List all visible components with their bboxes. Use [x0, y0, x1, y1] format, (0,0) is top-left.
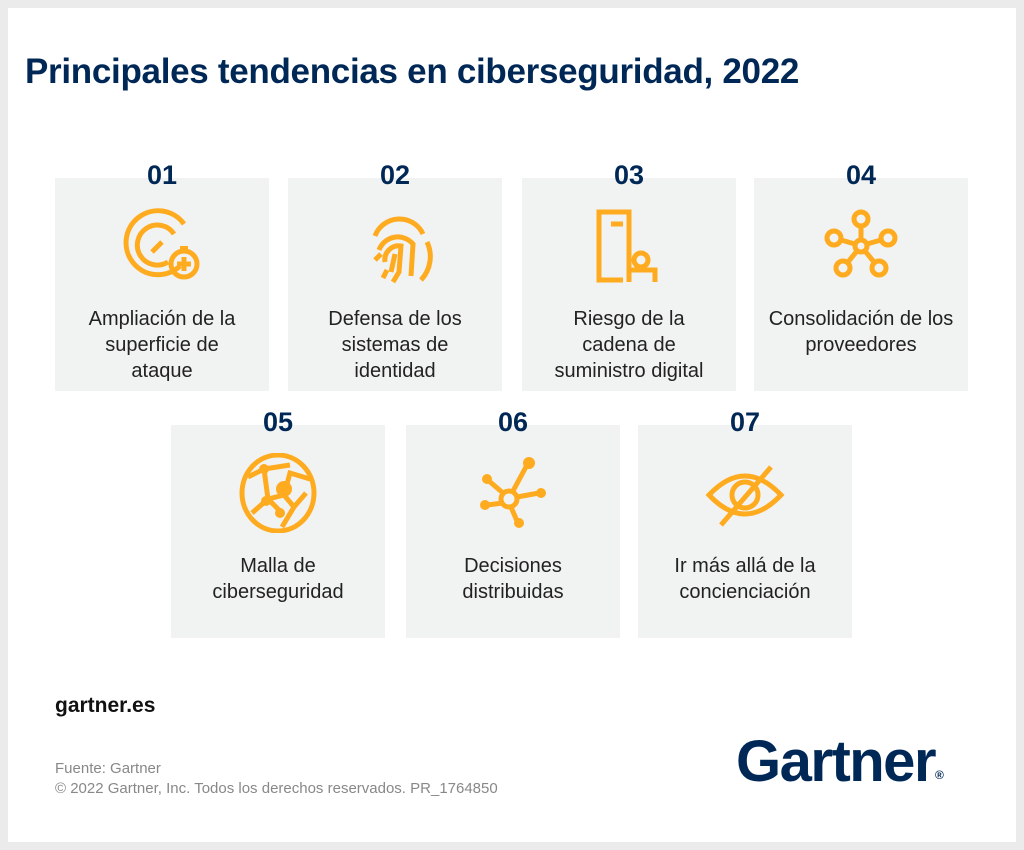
site-link[interactable]: gartner.es — [55, 694, 156, 717]
trend-label: Ir más allá de la concienciación — [674, 555, 816, 603]
trend-card-07: 07 Ir más allá de la concienciación — [638, 407, 852, 638]
copyright-note: © 2022 Gartner, Inc. Todos los derechos … — [55, 780, 498, 797]
target-plus-icon — [123, 208, 200, 280]
trend-label: Malla de ciberseguridad — [212, 555, 344, 603]
trend-number: 03 — [613, 160, 645, 190]
eye-slash-icon — [705, 465, 785, 527]
trend-card-06: 06 Decisiones distribuidas — [406, 407, 620, 638]
trend-number: 06 — [497, 407, 529, 437]
trend-card-01: 01 Ampliación de la superficie de ataque — [55, 160, 269, 391]
trend-number: 02 — [379, 160, 411, 190]
hub-network-icon — [824, 209, 898, 278]
trend-card-04: 04 Consolidación de los proveedores — [754, 160, 968, 391]
trend-card-02: 02 Defensa de los sistemas de identidad — [288, 160, 502, 391]
gartner-logo: Gartner® — [736, 729, 944, 794]
trend-label: Riesgo de la cadena de suministro digita… — [554, 308, 704, 382]
distributed-nodes-icon — [480, 457, 546, 528]
page-title: Principales tendencias en ciberseguridad… — [25, 52, 800, 91]
mesh-globe-icon — [239, 453, 317, 533]
trend-label: Ampliación de la superficie de ataque — [88, 308, 236, 382]
trend-label: Consolidación de los proveedores — [768, 308, 954, 356]
trend-number: 07 — [729, 407, 761, 437]
trend-card-03: 03 Riesgo de la cadena de suministro dig… — [522, 160, 736, 391]
trend-number: 04 — [845, 160, 877, 190]
trend-label: Decisiones distribuidas — [462, 555, 564, 603]
trend-number: 05 — [262, 407, 294, 437]
trend-label: Defensa de los sistemas de identidad — [328, 308, 462, 382]
trend-number: 01 — [146, 160, 178, 190]
fingerprint-icon — [372, 216, 433, 284]
door-person-icon — [596, 209, 658, 283]
source-note: Fuente: Gartner — [55, 760, 161, 777]
trend-card-05: 05 Malla de ciberseguridad — [171, 407, 385, 638]
